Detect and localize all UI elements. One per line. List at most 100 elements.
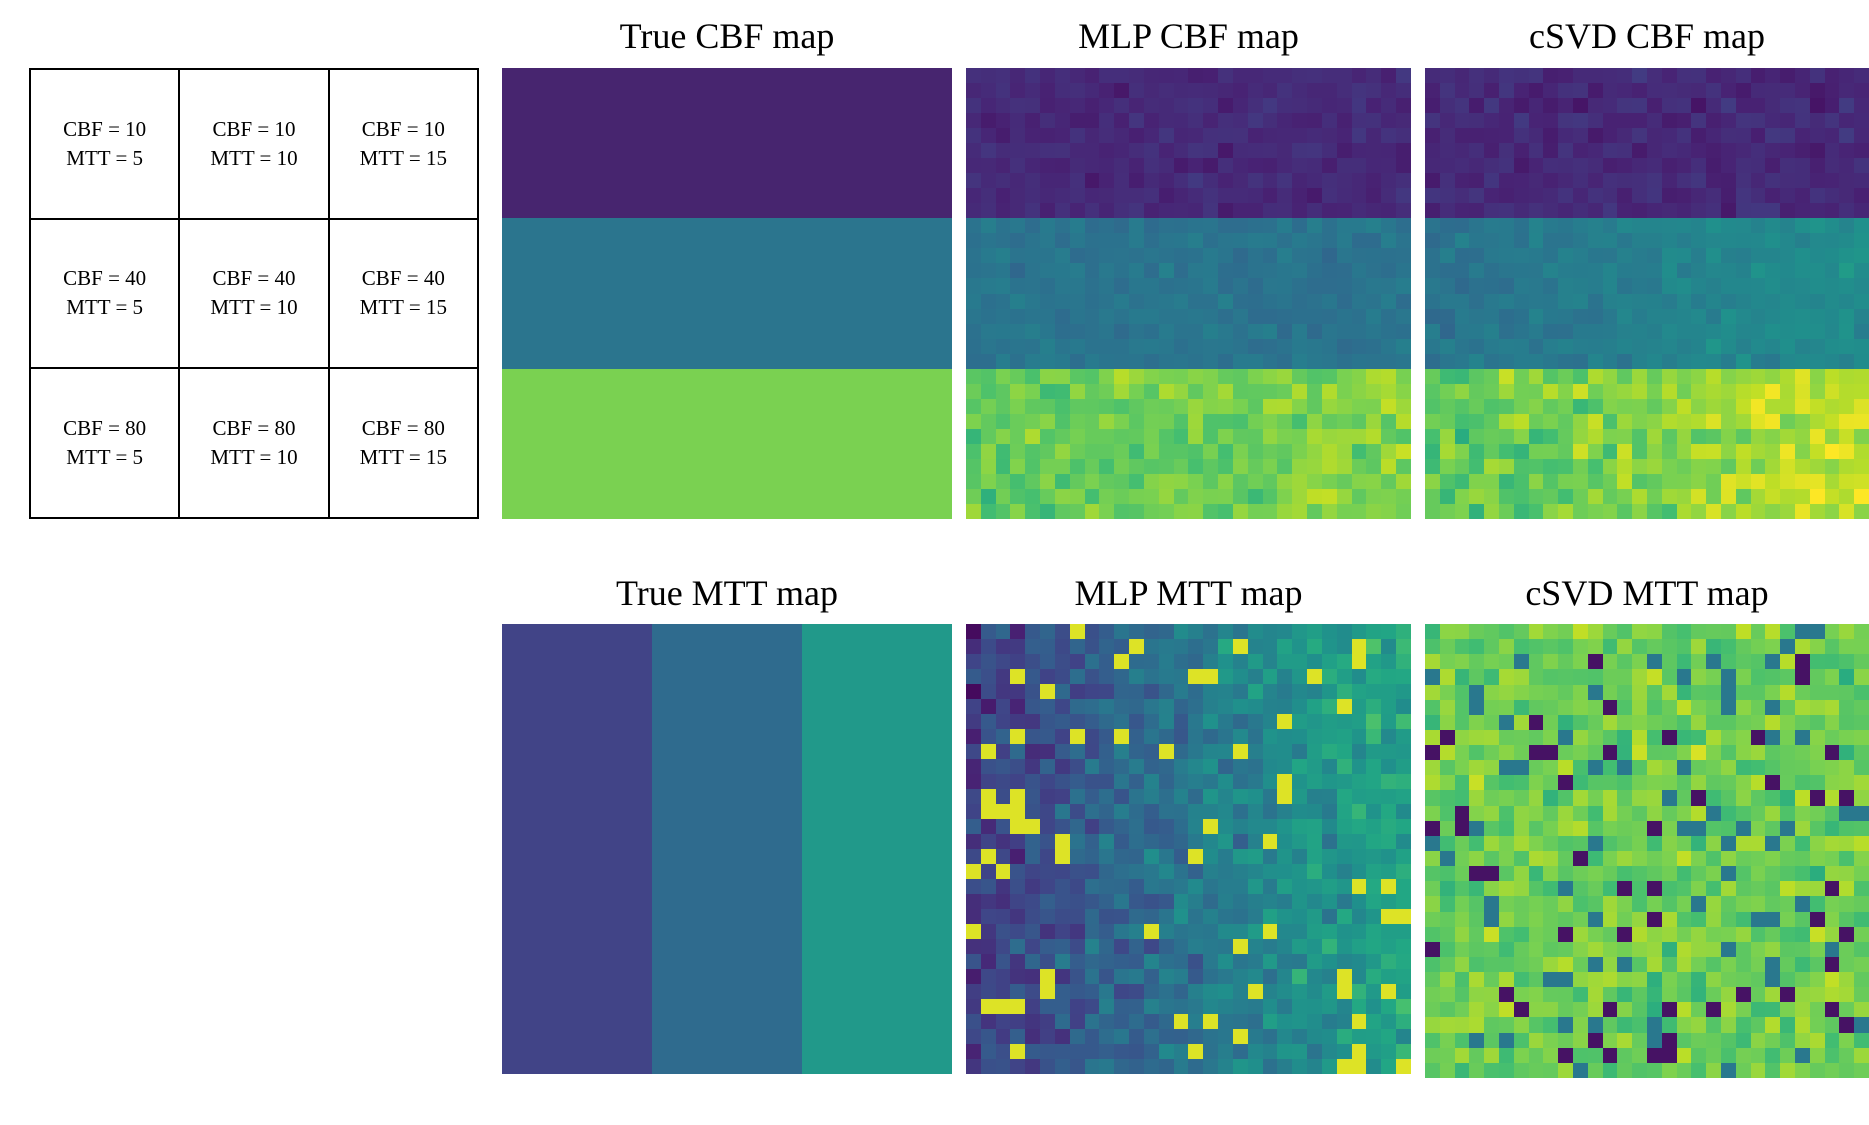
heatmap-cell bbox=[1425, 699, 1440, 715]
heatmap-cell bbox=[1809, 488, 1825, 504]
heatmap-cell bbox=[1262, 744, 1278, 759]
heatmap-cell bbox=[1513, 850, 1529, 867]
heatmap-cell bbox=[1750, 128, 1766, 144]
heatmap-cell bbox=[1129, 729, 1144, 744]
heatmap-cell bbox=[1040, 233, 1055, 249]
heatmap-cell bbox=[1188, 984, 1204, 999]
heatmap-cell bbox=[1247, 338, 1263, 354]
heatmap-cell bbox=[1499, 1062, 1514, 1078]
heatmap-cell bbox=[1795, 473, 1810, 489]
heatmap-cell bbox=[1010, 729, 1026, 744]
heatmap-cell bbox=[995, 368, 1011, 384]
heatmap-cell bbox=[1528, 113, 1544, 129]
heatmap-cell bbox=[1158, 413, 1174, 429]
heatmap-cell bbox=[995, 984, 1011, 999]
heatmap-cell bbox=[1661, 1017, 1677, 1033]
heatmap-cell bbox=[1069, 458, 1085, 474]
heatmap-cell bbox=[1158, 714, 1174, 729]
heatmap-cell bbox=[1795, 158, 1810, 174]
heatmap-cell bbox=[980, 308, 996, 324]
heatmap-cell bbox=[1809, 790, 1825, 806]
heatmap-cell bbox=[1218, 278, 1233, 294]
heatmap-cell bbox=[966, 1029, 981, 1044]
heatmap-cell bbox=[1321, 759, 1337, 774]
heatmap-cell bbox=[1721, 987, 1736, 1003]
heatmap-cell bbox=[1158, 383, 1174, 399]
heatmap-cell bbox=[1543, 805, 1559, 821]
heatmap-cell bbox=[1573, 383, 1588, 399]
heatmap-cell bbox=[1573, 428, 1588, 444]
heatmap-cell bbox=[1558, 413, 1573, 429]
heatmap-cell bbox=[1839, 805, 1855, 821]
heatmap-cell bbox=[1351, 383, 1367, 399]
heatmap-cell bbox=[1632, 353, 1647, 369]
heatmap-cell bbox=[1661, 233, 1677, 249]
heatmap-cell bbox=[1721, 293, 1736, 309]
heatmap-cell bbox=[1676, 98, 1692, 114]
heatmap-cell bbox=[1203, 969, 1219, 984]
heatmap-cell bbox=[1587, 881, 1603, 897]
heatmap-cell bbox=[1336, 158, 1352, 174]
heatmap-cell bbox=[1854, 956, 1869, 973]
heatmap-cell bbox=[1543, 1032, 1559, 1048]
heatmap-cell bbox=[1143, 473, 1159, 489]
heatmap-cell bbox=[1573, 669, 1588, 685]
heatmap-cell bbox=[1366, 368, 1382, 384]
heatmap-cell bbox=[1854, 338, 1869, 354]
heatmap-cell bbox=[1262, 969, 1278, 984]
heatmap-cell bbox=[1676, 956, 1692, 973]
heatmap-cell bbox=[1351, 969, 1367, 984]
heatmap-cell bbox=[1292, 443, 1308, 459]
heatmap-cell bbox=[1396, 864, 1411, 879]
heatmap-cell bbox=[1084, 428, 1100, 444]
heatmap-cell bbox=[1262, 503, 1278, 519]
heatmap-cell bbox=[995, 879, 1011, 894]
heatmap-cell bbox=[1735, 473, 1751, 489]
heatmap-cell bbox=[1750, 503, 1766, 519]
heatmap-cell bbox=[1425, 684, 1440, 700]
heatmap-cell bbox=[1366, 1014, 1382, 1029]
heatmap-cell bbox=[995, 729, 1011, 744]
heatmap-cell bbox=[1528, 972, 1544, 988]
heatmap-cell bbox=[1661, 760, 1677, 776]
heatmap-cell bbox=[1321, 714, 1337, 729]
heatmap-cell bbox=[1381, 939, 1397, 954]
heatmap-cell bbox=[1203, 924, 1219, 939]
heatmap-cell bbox=[1084, 684, 1100, 699]
heatmap-cell bbox=[966, 759, 981, 774]
heatmap-cell bbox=[1809, 896, 1825, 912]
heatmap-cell bbox=[1173, 699, 1189, 714]
heatmap-cell bbox=[1676, 413, 1692, 429]
heatmap-cell bbox=[1513, 233, 1529, 249]
heatmap-cell bbox=[995, 819, 1011, 834]
heatmap-cell bbox=[1262, 488, 1278, 504]
heatmap-cell bbox=[1587, 278, 1603, 294]
heatmap-cell bbox=[1587, 714, 1603, 730]
heatmap-cell bbox=[1795, 188, 1810, 204]
heatmap-cell bbox=[1765, 173, 1781, 189]
heatmap-cell bbox=[1366, 774, 1382, 789]
heatmap-cell bbox=[1499, 488, 1514, 504]
heatmap-cell bbox=[1292, 894, 1308, 909]
heatmap-cell bbox=[1307, 158, 1322, 174]
heatmap-cell bbox=[1292, 879, 1308, 894]
heatmap-cell bbox=[1721, 398, 1736, 414]
heatmap-cell bbox=[1780, 68, 1795, 84]
heatmap-cell bbox=[1099, 639, 1115, 654]
heatmap-cell bbox=[1647, 911, 1662, 927]
heatmap-cell bbox=[1484, 775, 1499, 791]
heatmap-cell bbox=[1839, 98, 1855, 114]
heatmap-cell bbox=[1114, 774, 1130, 789]
heatmap-cell bbox=[1632, 428, 1647, 444]
heatmap-cell bbox=[1396, 1029, 1411, 1044]
heatmap-cell bbox=[995, 999, 1011, 1014]
heatmap-cell bbox=[1025, 894, 1041, 909]
heatmap-cell bbox=[980, 293, 996, 309]
heatmap-cell bbox=[1839, 143, 1855, 159]
heatmap-cell bbox=[1691, 1017, 1707, 1033]
heatmap-cell bbox=[1528, 263, 1544, 279]
heatmap-cell bbox=[1188, 143, 1204, 159]
heatmap-cell bbox=[1173, 669, 1189, 684]
heatmap-cell bbox=[1839, 263, 1855, 279]
heatmap-cell bbox=[1513, 323, 1529, 339]
